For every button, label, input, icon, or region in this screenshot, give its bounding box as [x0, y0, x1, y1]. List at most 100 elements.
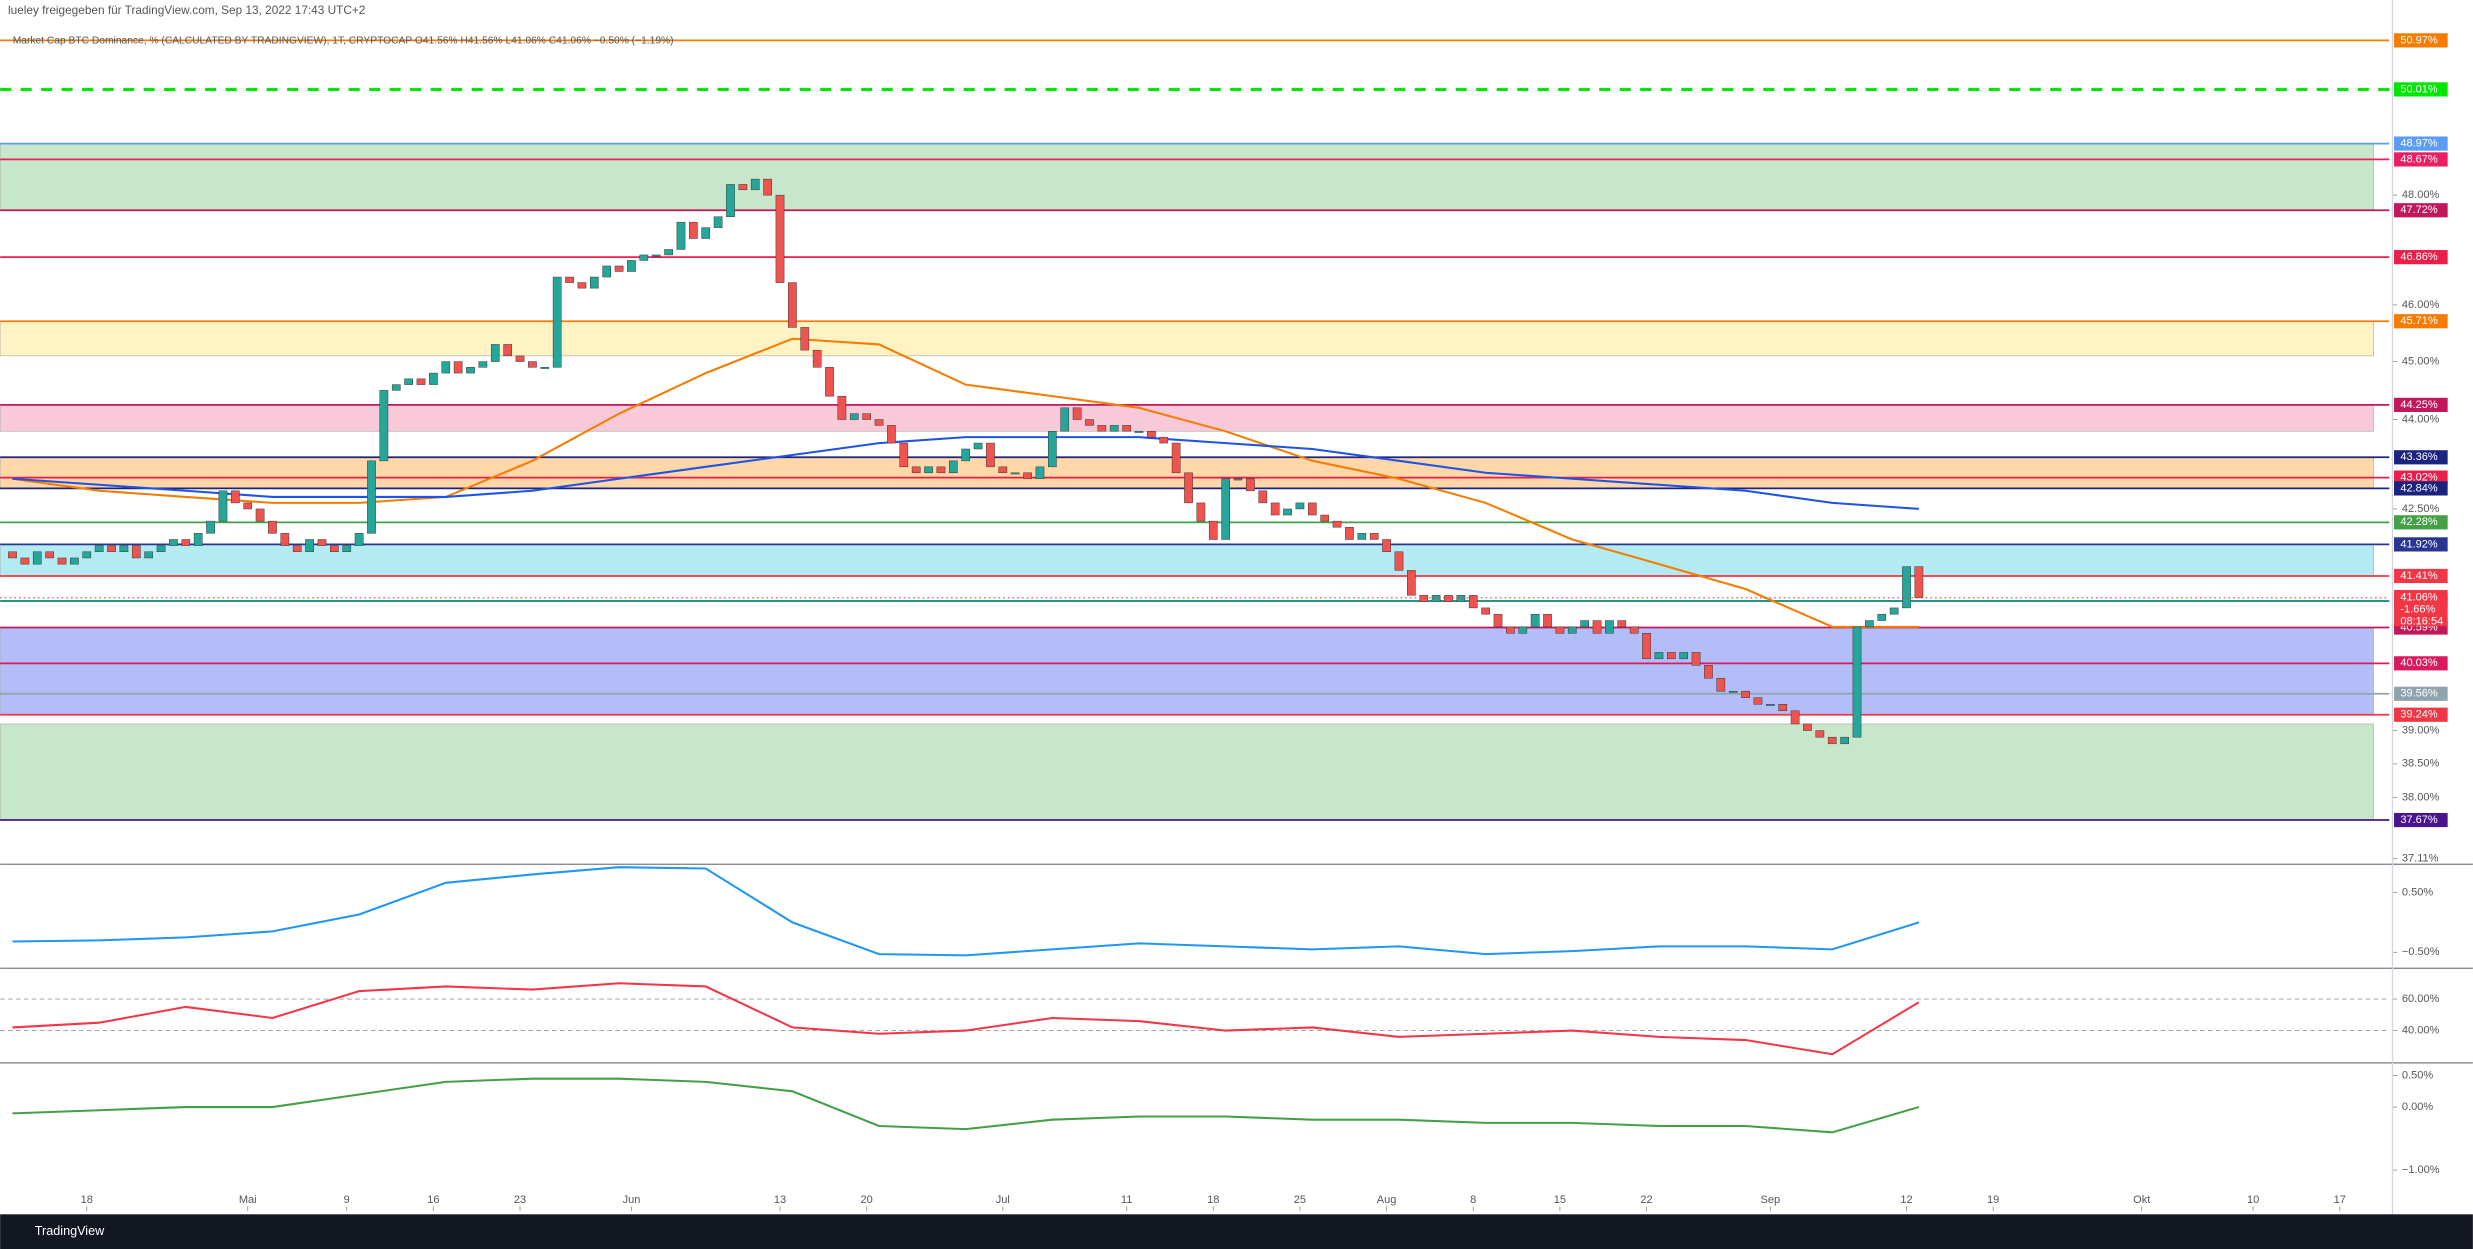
candle: [218, 490, 228, 522]
indicator-line: [12, 982, 1920, 1056]
candle: [1444, 595, 1453, 602]
candle: [1419, 595, 1429, 602]
level-tag: [2394, 686, 2448, 701]
y-tick-label: 0.50%: [2402, 1069, 2433, 1081]
level-tag: [2394, 136, 2448, 151]
level-label: 40.03%: [2400, 657, 2438, 669]
x-tick-label: Aug: [1377, 1194, 1397, 1206]
header: lueley freigegeben für TradingView.com, …: [8, 3, 365, 17]
candle: [924, 466, 933, 474]
x-tick-label: 11: [1121, 1194, 1132, 1206]
candle: [1345, 526, 1354, 540]
x-tick-label: 25: [1294, 1194, 1306, 1206]
level-tag: [2394, 481, 2448, 496]
candle: [1035, 466, 1045, 480]
candle: [317, 539, 327, 546]
level-label: 42.84%: [2400, 482, 2438, 494]
candle: [342, 545, 352, 553]
candle: [441, 361, 451, 374]
candle: [911, 466, 921, 474]
candle: [849, 413, 859, 420]
level-tag: [2394, 82, 2448, 97]
candle: [1852, 626, 1862, 738]
candle: [1208, 520, 1218, 540]
level-tag: [2394, 152, 2448, 167]
level-label: 39.24%: [2400, 709, 2438, 721]
x-tick-label: 18: [1207, 1194, 1219, 1206]
level-tag: [2394, 568, 2448, 584]
candle: [1072, 407, 1082, 420]
candle: [1865, 620, 1874, 628]
candle: [8, 551, 17, 559]
candle: [292, 545, 302, 553]
candle: [1766, 704, 1775, 706]
candle: [1555, 626, 1565, 634]
candle: [1728, 690, 1738, 693]
candle: [169, 539, 178, 546]
indicator-line: [12, 337, 1919, 628]
level-tag: [2394, 812, 2448, 828]
candle: [639, 254, 649, 261]
x-tick-label: Jun: [623, 1194, 641, 1206]
candle: [701, 227, 711, 239]
level-tag: [2394, 203, 2448, 218]
candle: [1357, 533, 1367, 540]
indicator-line: [12, 436, 1919, 510]
candle: [1629, 626, 1639, 634]
candle: [1716, 677, 1726, 692]
candle: [812, 349, 822, 368]
y-tick-label: 37.11%: [2402, 853, 2439, 865]
candle: [1741, 690, 1750, 698]
candle: [775, 194, 785, 283]
candle: [181, 539, 191, 546]
level-tag: [2394, 656, 2448, 671]
candle: [800, 327, 810, 351]
candle: [738, 184, 748, 191]
candle: [627, 260, 636, 272]
candle: [1506, 626, 1515, 634]
candle: [45, 551, 54, 559]
x-tick-label: 12: [1900, 1194, 1912, 1206]
x-tick-label: 20: [861, 1194, 873, 1206]
zone: [0, 320, 2374, 357]
candle: [156, 545, 166, 553]
y-tick-label: 45.00%: [2402, 355, 2440, 367]
candle: [379, 390, 389, 462]
candle: [614, 265, 624, 272]
x-tick-label: 9: [344, 1194, 350, 1206]
candle: [490, 344, 500, 362]
candle: [1431, 595, 1441, 602]
x-tick-label: 22: [1640, 1194, 1652, 1206]
candle: [874, 419, 884, 426]
candle: [280, 533, 290, 546]
level-label: 41.41%: [2400, 570, 2438, 582]
candle: [651, 254, 661, 257]
candle: [1171, 442, 1181, 474]
candle: [1295, 502, 1305, 510]
candle: [1407, 570, 1416, 596]
candle: [565, 276, 574, 283]
candle: [1642, 633, 1651, 660]
candle: [391, 384, 401, 391]
candle: [1270, 502, 1280, 516]
level-label: 42.28%: [2400, 516, 2438, 528]
price-tag-change: -1.66%: [2400, 604, 2435, 616]
candle: [1382, 539, 1391, 553]
y-tick-label: 60.00%: [2402, 993, 2440, 1005]
candle: [1567, 626, 1577, 634]
candle: [416, 378, 426, 385]
y-tick-label: 38.00%: [2402, 791, 2440, 803]
price-tag-label: 41.06%: [2400, 592, 2438, 604]
candle: [453, 361, 463, 374]
candle: [1493, 613, 1503, 628]
candle: [107, 545, 116, 553]
x-tick-label: 23: [514, 1194, 526, 1206]
candle: [255, 508, 265, 522]
candle: [354, 533, 364, 546]
level-label: 37.67%: [2400, 814, 2438, 826]
price-tag: [2394, 589, 2448, 627]
x-tick-label: 18: [81, 1194, 93, 1206]
level-tag: [2394, 314, 2448, 329]
level-label: 46.86%: [2400, 251, 2438, 263]
x-tick-label: Jul: [996, 1194, 1010, 1206]
